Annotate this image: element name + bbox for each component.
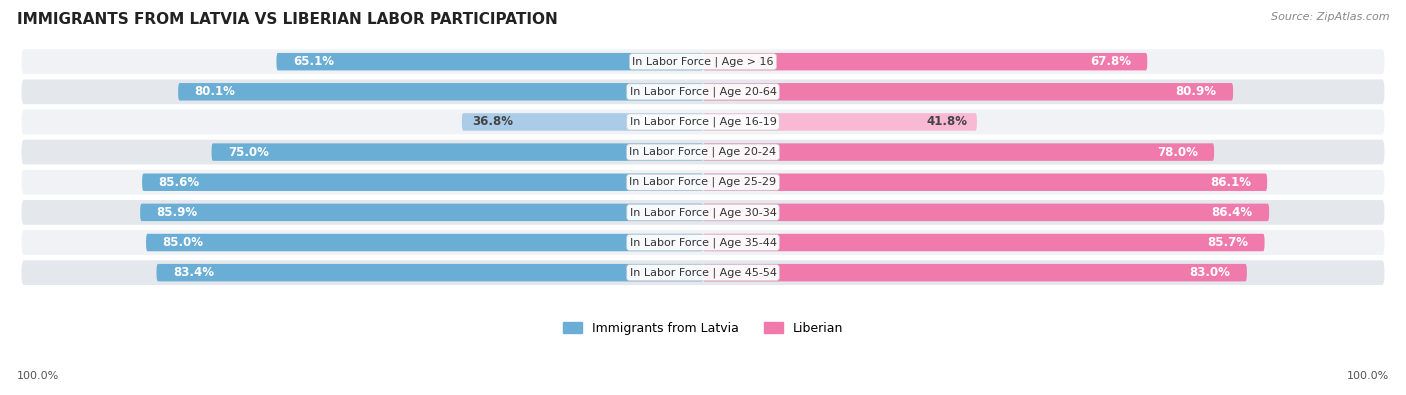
- Legend: Immigrants from Latvia, Liberian: Immigrants from Latvia, Liberian: [564, 322, 842, 335]
- FancyBboxPatch shape: [142, 173, 703, 191]
- Text: In Labor Force | Age > 16: In Labor Force | Age > 16: [633, 56, 773, 67]
- Text: 86.1%: 86.1%: [1209, 176, 1251, 189]
- Text: 80.9%: 80.9%: [1175, 85, 1216, 98]
- Text: In Labor Force | Age 30-34: In Labor Force | Age 30-34: [630, 207, 776, 218]
- Text: In Labor Force | Age 16-19: In Labor Force | Age 16-19: [630, 117, 776, 127]
- FancyBboxPatch shape: [703, 264, 1247, 281]
- Text: Source: ZipAtlas.com: Source: ZipAtlas.com: [1271, 12, 1389, 22]
- FancyBboxPatch shape: [703, 234, 1264, 251]
- FancyBboxPatch shape: [703, 53, 1147, 70]
- Text: 100.0%: 100.0%: [17, 371, 59, 381]
- Text: In Labor Force | Age 20-64: In Labor Force | Age 20-64: [630, 87, 776, 97]
- FancyBboxPatch shape: [703, 83, 1233, 101]
- FancyBboxPatch shape: [21, 170, 1385, 195]
- Text: 85.9%: 85.9%: [156, 206, 198, 219]
- FancyBboxPatch shape: [703, 173, 1267, 191]
- FancyBboxPatch shape: [21, 230, 1385, 255]
- Text: 80.1%: 80.1%: [194, 85, 235, 98]
- FancyBboxPatch shape: [211, 143, 703, 161]
- Text: 83.0%: 83.0%: [1189, 266, 1230, 279]
- FancyBboxPatch shape: [703, 143, 1215, 161]
- FancyBboxPatch shape: [21, 200, 1385, 225]
- FancyBboxPatch shape: [21, 140, 1385, 164]
- Text: In Labor Force | Age 20-24: In Labor Force | Age 20-24: [630, 147, 776, 157]
- Text: 41.8%: 41.8%: [927, 115, 967, 128]
- FancyBboxPatch shape: [21, 79, 1385, 104]
- FancyBboxPatch shape: [156, 264, 703, 281]
- Text: 100.0%: 100.0%: [1347, 371, 1389, 381]
- Text: 67.8%: 67.8%: [1090, 55, 1130, 68]
- FancyBboxPatch shape: [146, 234, 703, 251]
- Text: In Labor Force | Age 25-29: In Labor Force | Age 25-29: [630, 177, 776, 188]
- Text: 83.4%: 83.4%: [173, 266, 214, 279]
- Text: 85.7%: 85.7%: [1208, 236, 1249, 249]
- FancyBboxPatch shape: [141, 204, 703, 221]
- FancyBboxPatch shape: [703, 113, 977, 131]
- Text: 36.8%: 36.8%: [471, 115, 513, 128]
- FancyBboxPatch shape: [21, 260, 1385, 285]
- FancyBboxPatch shape: [463, 113, 703, 131]
- FancyBboxPatch shape: [179, 83, 703, 101]
- Text: 86.4%: 86.4%: [1212, 206, 1253, 219]
- Text: 75.0%: 75.0%: [228, 146, 269, 159]
- Text: 65.1%: 65.1%: [292, 55, 333, 68]
- Text: 85.0%: 85.0%: [163, 236, 204, 249]
- Text: In Labor Force | Age 35-44: In Labor Force | Age 35-44: [630, 237, 776, 248]
- FancyBboxPatch shape: [21, 109, 1385, 134]
- Text: IMMIGRANTS FROM LATVIA VS LIBERIAN LABOR PARTICIPATION: IMMIGRANTS FROM LATVIA VS LIBERIAN LABOR…: [17, 12, 558, 27]
- FancyBboxPatch shape: [21, 49, 1385, 74]
- FancyBboxPatch shape: [703, 204, 1270, 221]
- Text: 85.6%: 85.6%: [159, 176, 200, 189]
- Text: 78.0%: 78.0%: [1157, 146, 1198, 159]
- Text: In Labor Force | Age 45-54: In Labor Force | Age 45-54: [630, 267, 776, 278]
- FancyBboxPatch shape: [277, 53, 703, 70]
